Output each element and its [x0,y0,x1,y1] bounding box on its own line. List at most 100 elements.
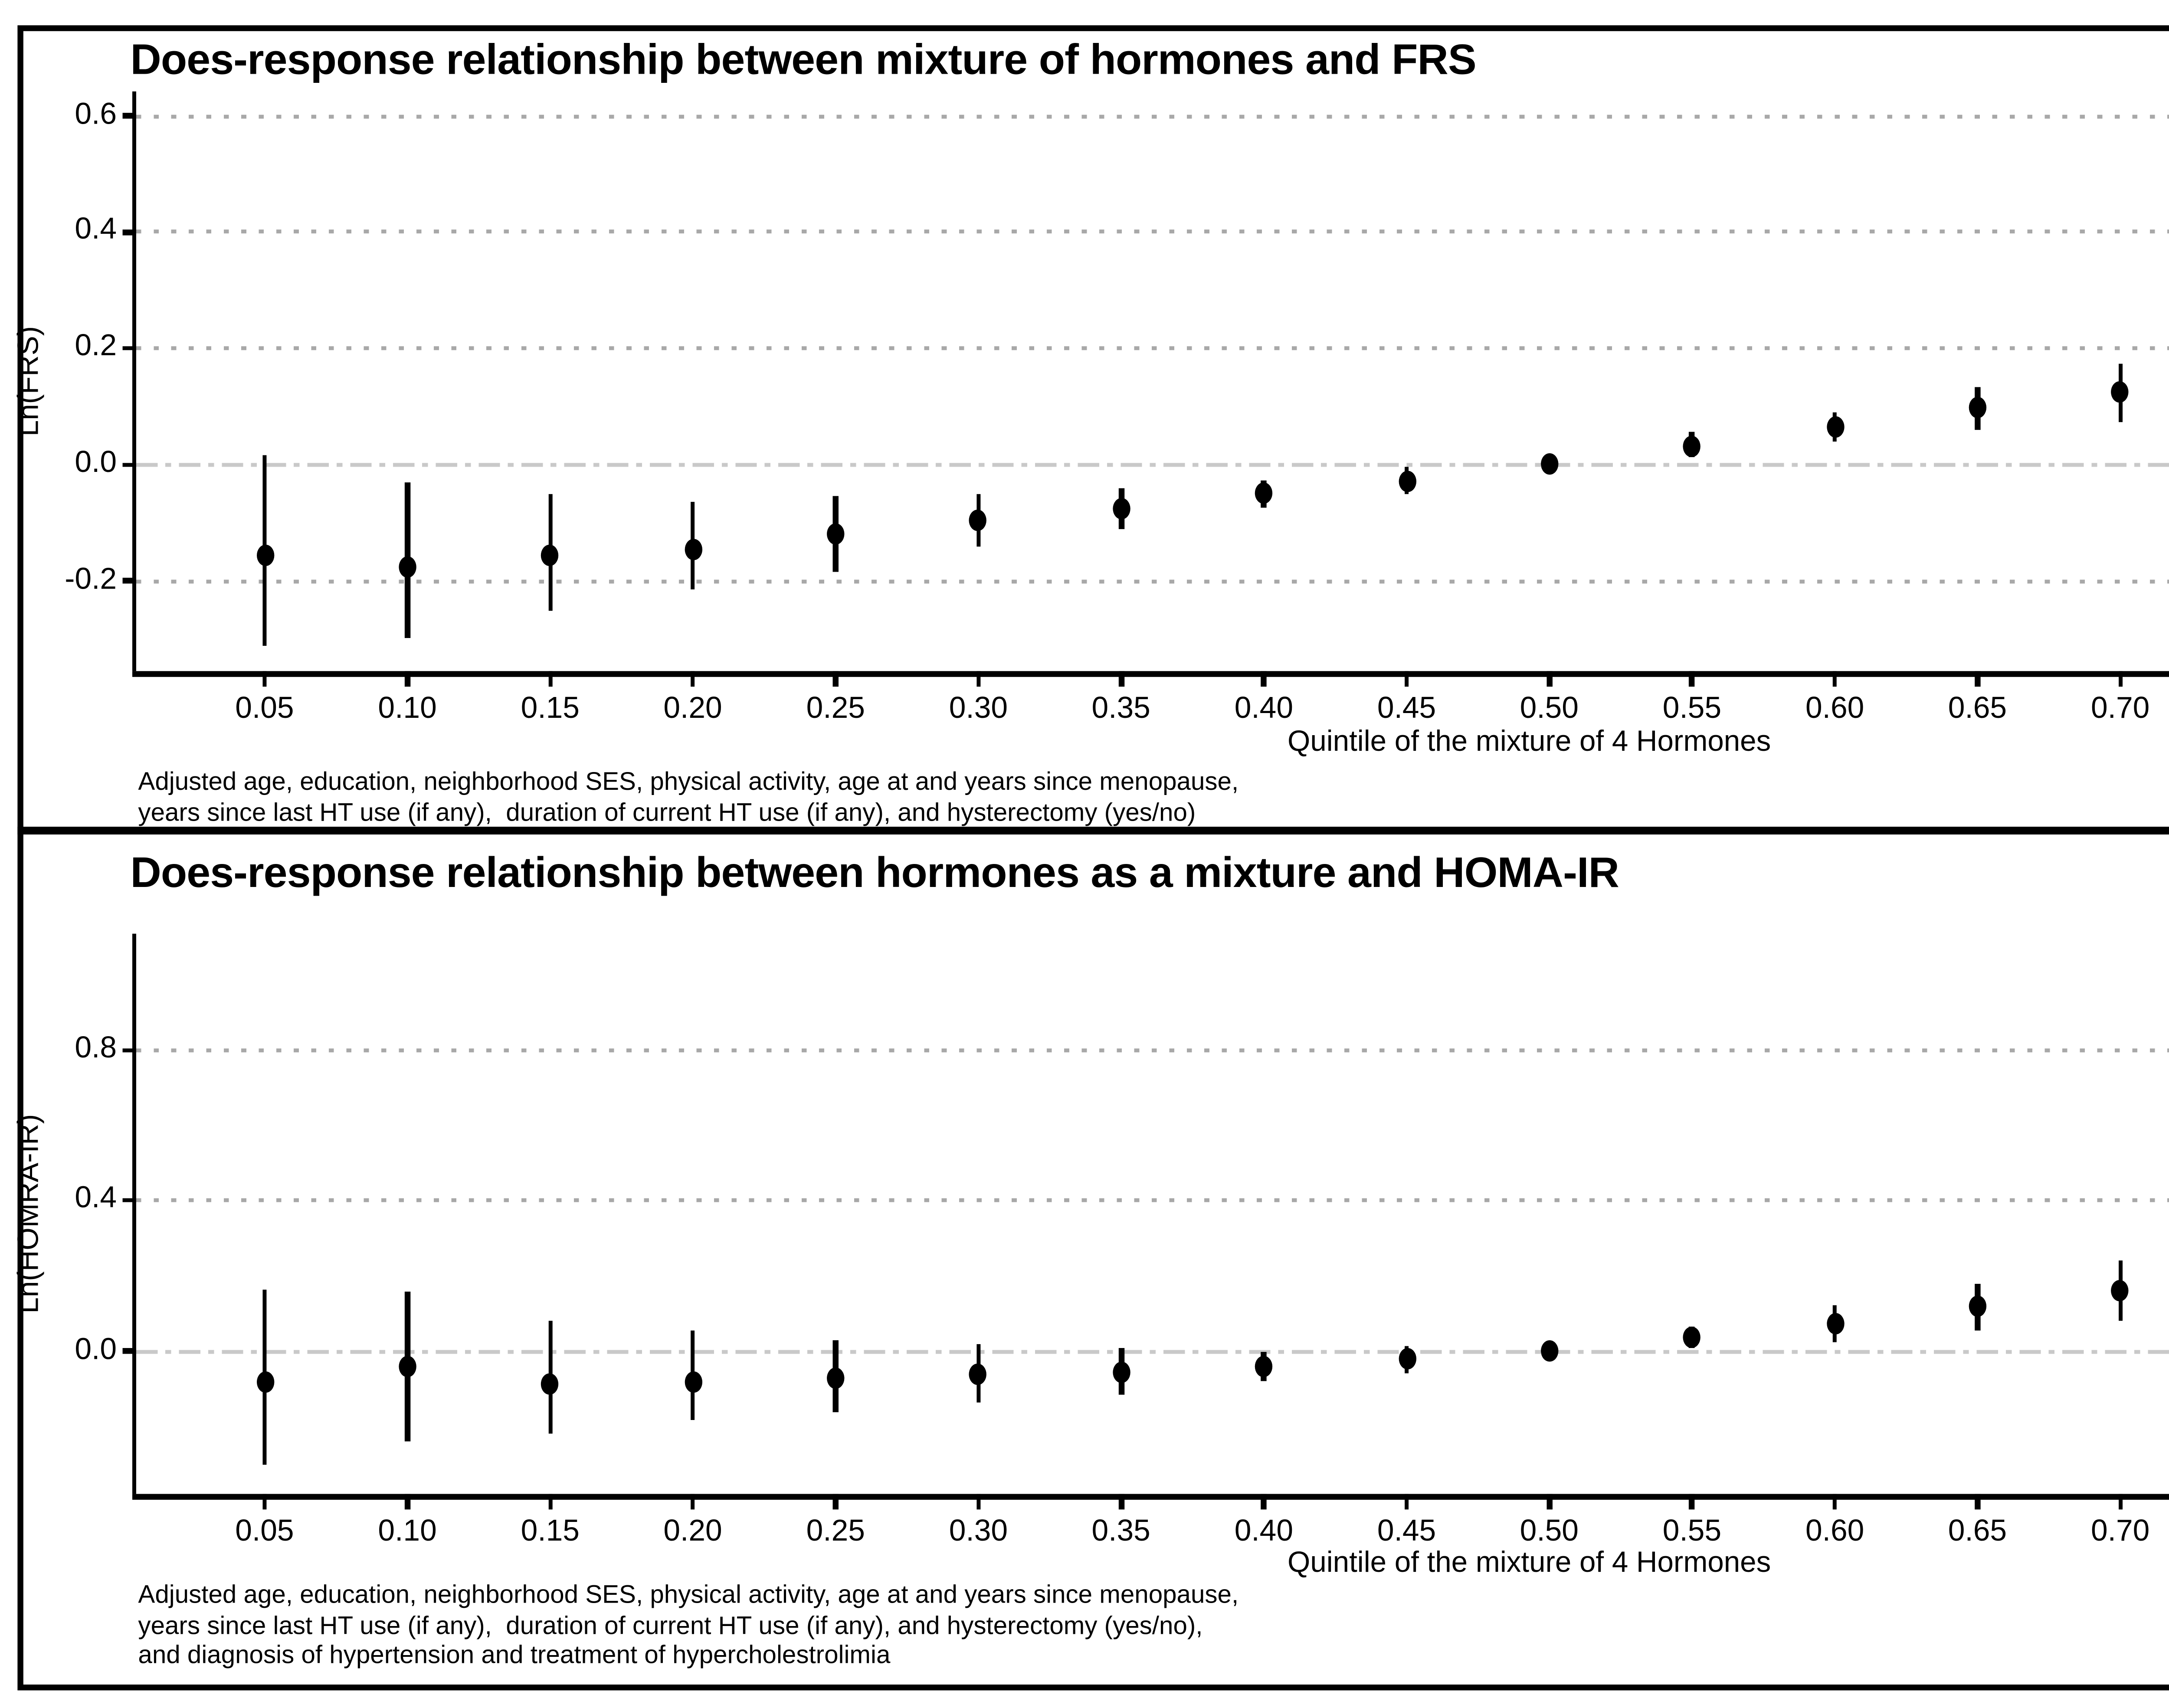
homair-data-point [1969,1295,1986,1317]
frs-x-tick-mark [1689,671,1694,687]
frs-x-tick-label: 0.65 [1948,693,2007,726]
frs-x-tick-label: 0.05 [235,693,294,726]
homair-x-tick-label: 0.60 [1805,1515,1864,1548]
frs-gridline [136,230,2169,234]
homair-x-tick-label: 0.25 [806,1515,865,1548]
panel-frs-y-axis-label: Ln(FRS) [13,326,46,437]
frs-data-point [1255,483,1273,504]
homair-x-tick-label: 0.20 [663,1515,722,1548]
homair-data-point [1255,1355,1273,1377]
homair-x-tick-mark [976,1494,981,1510]
homair-y-tick-label: 0.8 [75,1031,117,1065]
frs-data-point [1540,454,1558,476]
homair-x-tick-mark [262,1494,267,1510]
homair-x-tick-mark [1118,1494,1124,1510]
homair-gridline [136,1198,2169,1203]
frs-y-tick-label: 0.0 [75,446,117,480]
panel-frs-x-axis-label: Quintile of the mixture of 4 Hormones [1287,725,1771,759]
homair-zero-gridline [136,1349,2169,1354]
frs-x-tick-label: 0.30 [949,693,1008,726]
homair-x-tick-mark [833,1494,838,1510]
homair-data-point [398,1355,416,1377]
frs-y-tick-mark [122,578,136,583]
homair-y-tick-mark [122,1198,136,1203]
homair-y-tick-mark [122,1047,136,1053]
homair-x-tick-label: 0.30 [949,1515,1008,1548]
figure-frame [17,25,2169,1691]
homair-x-tick-mark [1689,1494,1694,1510]
frs-data-point [541,544,559,566]
panel-homair-x-axis-label: Quintile of the mixture of 4 Hormones [1287,1546,1771,1580]
frs-y-tick-label: -0.2 [65,563,117,596]
frs-x-tick-mark [1546,671,1552,687]
frs-x-tick-mark [262,671,267,687]
homair-data-point [1683,1327,1701,1348]
frs-x-tick-mark [690,671,695,687]
frs-x-tick-label: 0.55 [1662,693,1722,726]
homair-data-point [827,1366,845,1388]
homair-x-tick-label: 0.55 [1662,1515,1722,1548]
frs-x-tick-label: 0.45 [1377,693,1436,726]
frs-zero-gridline [136,462,2169,468]
frs-gridline [136,114,2169,118]
frs-data-point [398,556,416,577]
frs-x-tick-mark [1404,671,1409,687]
frs-y-tick-mark [122,229,136,235]
frs-x-axis-line [131,671,2169,678]
panel-homair-title: Does-response relationship between hormo… [130,848,1619,897]
frs-gridline [136,346,2169,350]
frs-x-tick-label: 0.25 [806,693,865,726]
frs-x-tick-mark [547,671,553,687]
frs-x-tick-mark [833,671,838,687]
homair-data-point [2111,1280,2129,1302]
frs-y-tick-mark [122,113,136,118]
homair-x-axis-line [131,1494,2169,1500]
homair-x-tick-label: 0.65 [1948,1515,2007,1548]
homair-x-tick-label: 0.10 [378,1515,437,1548]
frs-x-tick-label: 0.35 [1091,693,1150,726]
frs-gridline [136,579,2169,583]
frs-data-point [684,538,702,560]
homair-x-tick-mark [1975,1494,1980,1510]
homair-data-point [1112,1361,1130,1382]
frs-x-tick-label: 0.40 [1234,693,1294,726]
homair-data-point [1826,1313,1844,1335]
homair-x-tick-mark [690,1494,695,1510]
panel-divider [17,827,2169,835]
homair-x-tick-label: 0.05 [235,1515,294,1548]
frs-x-tick-label: 0.70 [2090,693,2150,726]
frs-data-point [1969,397,1986,419]
homair-x-tick-mark [1261,1494,1266,1510]
frs-data-point [256,544,274,566]
frs-x-tick-mark [1832,671,1838,687]
panel-homair-y-axis-label: Ln(HOMRA-IR) [13,1114,46,1314]
homair-x-tick-mark [405,1494,410,1510]
frs-y-tick-label: 0.6 [75,97,117,131]
homair-y-tick-label: 0.0 [75,1332,117,1366]
frs-data-point [1398,470,1415,492]
frs-x-tick-label: 0.20 [663,693,722,726]
panel-homair-footnote: Adjusted age, education, neighborhood SE… [138,1579,1239,1669]
frs-y-tick-mark [122,462,136,467]
frs-data-point [1826,416,1844,438]
frs-x-tick-mark [2117,671,2123,687]
frs-y-tick-mark [122,346,136,351]
frs-y-tick-label: 0.4 [75,214,117,247]
frs-data-point [827,524,845,545]
frs-x-tick-mark [405,671,410,687]
frs-x-tick-mark [1261,671,1266,687]
panel-frs-footnote: Adjusted age, education, neighborhood SE… [138,766,1239,826]
homair-gridline [136,1047,2169,1052]
frs-data-point [1112,497,1130,519]
homair-x-tick-mark [547,1494,553,1510]
homair-y-tick-mark [122,1348,136,1354]
homair-x-tick-label: 0.40 [1234,1515,1294,1548]
homair-x-tick-label: 0.45 [1377,1515,1436,1548]
homair-y-tick-label: 0.4 [75,1182,117,1215]
homair-x-tick-label: 0.70 [2090,1515,2150,1548]
frs-y-axis-line [131,91,136,672]
frs-x-tick-mark [1118,671,1124,687]
homair-x-tick-label: 0.35 [1091,1515,1150,1548]
